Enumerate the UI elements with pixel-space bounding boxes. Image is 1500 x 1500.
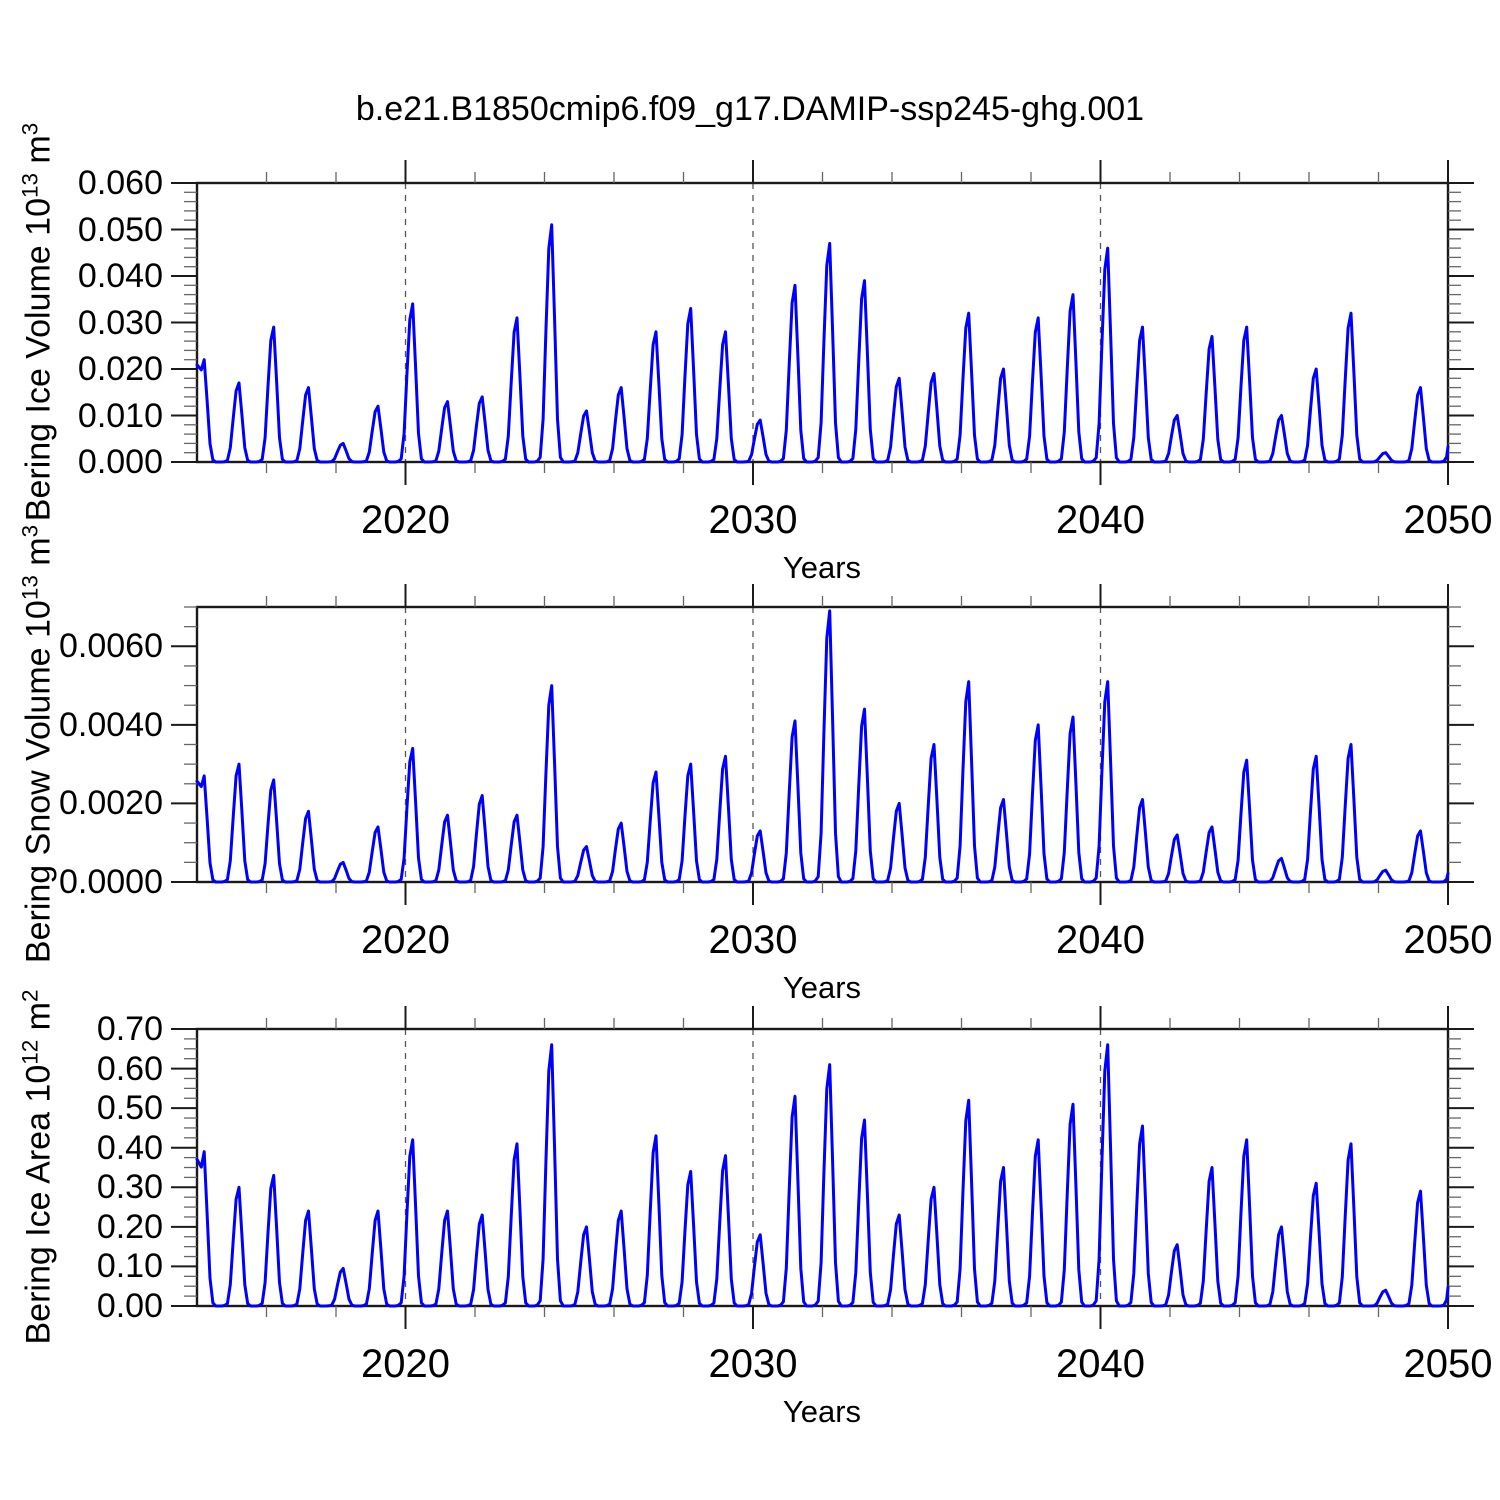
x-tick-label: 2030 — [708, 918, 798, 962]
x-tick-label: 2050 — [1403, 918, 1493, 962]
y-axis-label-unit-exponent: 3 — [17, 122, 43, 136]
x-axis-label-panel2: Years — [782, 970, 862, 1005]
y-tick-label: 0.010 — [77, 396, 163, 435]
y-axis-label-unit: m — [19, 537, 58, 576]
y-tick-label: 0.0000 — [59, 863, 163, 901]
x-tick-label: 2020 — [361, 498, 450, 542]
y-tick-label: 0.70 — [96, 1010, 163, 1048]
y-tick-label: 0.0040 — [59, 705, 163, 744]
y-tick-label: 0.0060 — [59, 627, 163, 666]
y-tick-label: 0.30 — [96, 1168, 163, 1207]
y-axis-label-unit-exponent: 3 — [17, 524, 43, 538]
y-tick-label: 0.60 — [96, 1049, 163, 1088]
x-tick-label: 2040 — [1056, 918, 1145, 962]
y-tick-label: 0.060 — [77, 164, 163, 202]
y-tick-label: 0.10 — [96, 1247, 163, 1286]
y-axis-label-exponent: 13 — [17, 575, 43, 601]
y-tick-label: 0.00 — [96, 1287, 163, 1325]
y-axis-label-unit-exponent: 2 — [17, 989, 43, 1002]
x-axis-label-panel1: Years — [782, 550, 862, 585]
x-tick-label: 2050 — [1403, 498, 1493, 542]
x-tick-label: 2040 — [1056, 1342, 1145, 1386]
x-tick-label: 2020 — [361, 1342, 450, 1386]
x-tick-label: 2040 — [1056, 498, 1145, 542]
y-tick-label: 0.050 — [77, 210, 163, 249]
x-tick-label: 2050 — [1403, 1342, 1493, 1386]
y-tick-label: 0.20 — [96, 1207, 163, 1246]
y-tick-label: 0.000 — [77, 443, 163, 481]
plot-frame — [195, 1027, 1450, 1308]
y-tick-label: 0.0020 — [59, 784, 163, 823]
series-line-bering-ice-area — [195, 1043, 1450, 1308]
x-tick-label: 2030 — [708, 1342, 798, 1386]
x-tick-label: 2020 — [361, 918, 450, 962]
x-tick-label: 2030 — [708, 498, 798, 542]
figure-title: b.e21.B1850cmip6.f09_g17.DAMIP-ssp245-gh… — [355, 90, 1145, 128]
series-line-bering-snow-volume — [195, 609, 1450, 884]
series-line-bering-ice-volume — [195, 223, 1450, 464]
y-tick-label: 0.50 — [96, 1089, 163, 1128]
y-tick-label: 0.040 — [77, 257, 163, 295]
y-tick-label: 0.40 — [96, 1128, 163, 1167]
y-tick-label: 0.020 — [77, 350, 163, 388]
y-tick-label: 0.030 — [77, 303, 163, 342]
x-axis-label-panel3: Years — [782, 1394, 862, 1429]
